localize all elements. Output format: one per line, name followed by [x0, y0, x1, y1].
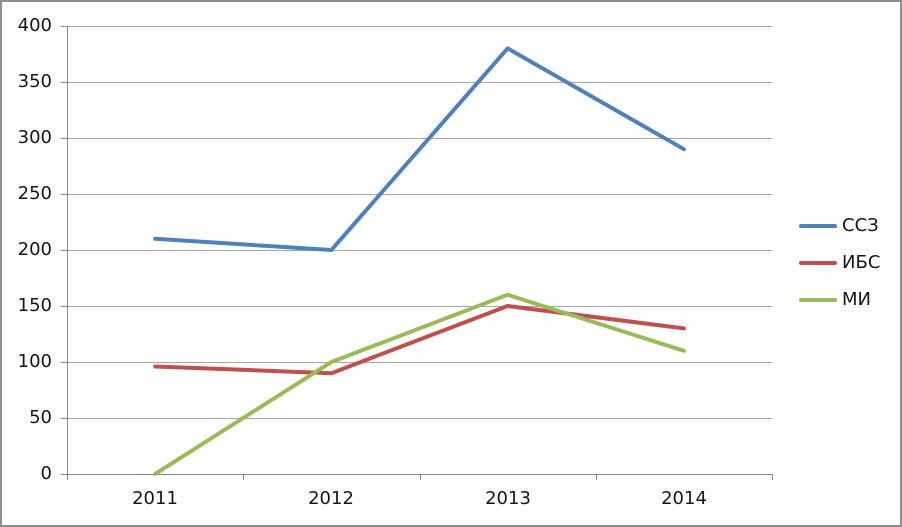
legend-item-series-0[interactable]: ССЗ — [799, 215, 880, 237]
chart-legend: ССЗ ИБС МИ — [799, 215, 880, 311]
y-axis-label: 150 — [17, 295, 52, 316]
series-line-1[interactable] — [153, 304, 686, 376]
x-axis-label: 2014 — [661, 488, 707, 509]
series-lines — [153, 46, 686, 476]
axes — [61, 26, 773, 480]
x-axis-label: 2012 — [308, 488, 354, 509]
y-axis-label: 350 — [17, 71, 52, 92]
legend-line-swatch — [799, 261, 837, 265]
legend-item-series-1[interactable]: ИБС — [799, 252, 880, 274]
legend-label: МИ — [842, 289, 871, 310]
gridlines — [67, 26, 772, 419]
y-axis-label: 250 — [17, 183, 52, 204]
y-axis-label: 100 — [17, 351, 52, 372]
y-axis-label: 400 — [17, 15, 52, 36]
y-axis-label: 50 — [29, 407, 52, 428]
x-axis-label: 2011 — [132, 488, 178, 509]
series-line-2[interactable] — [153, 292, 686, 476]
legend-item-series-2[interactable]: МИ — [799, 289, 880, 311]
y-axis-label: 0 — [40, 463, 52, 484]
legend-line-swatch — [799, 224, 837, 228]
legend-label: ИБС — [842, 252, 881, 273]
series-line-0[interactable] — [153, 46, 686, 252]
legend-line-swatch — [799, 298, 837, 302]
y-axis-label: 300 — [17, 127, 52, 148]
legend-label: ССЗ — [842, 215, 879, 236]
x-axis-label: 2013 — [485, 488, 531, 509]
y-axis-label: 200 — [17, 239, 52, 260]
